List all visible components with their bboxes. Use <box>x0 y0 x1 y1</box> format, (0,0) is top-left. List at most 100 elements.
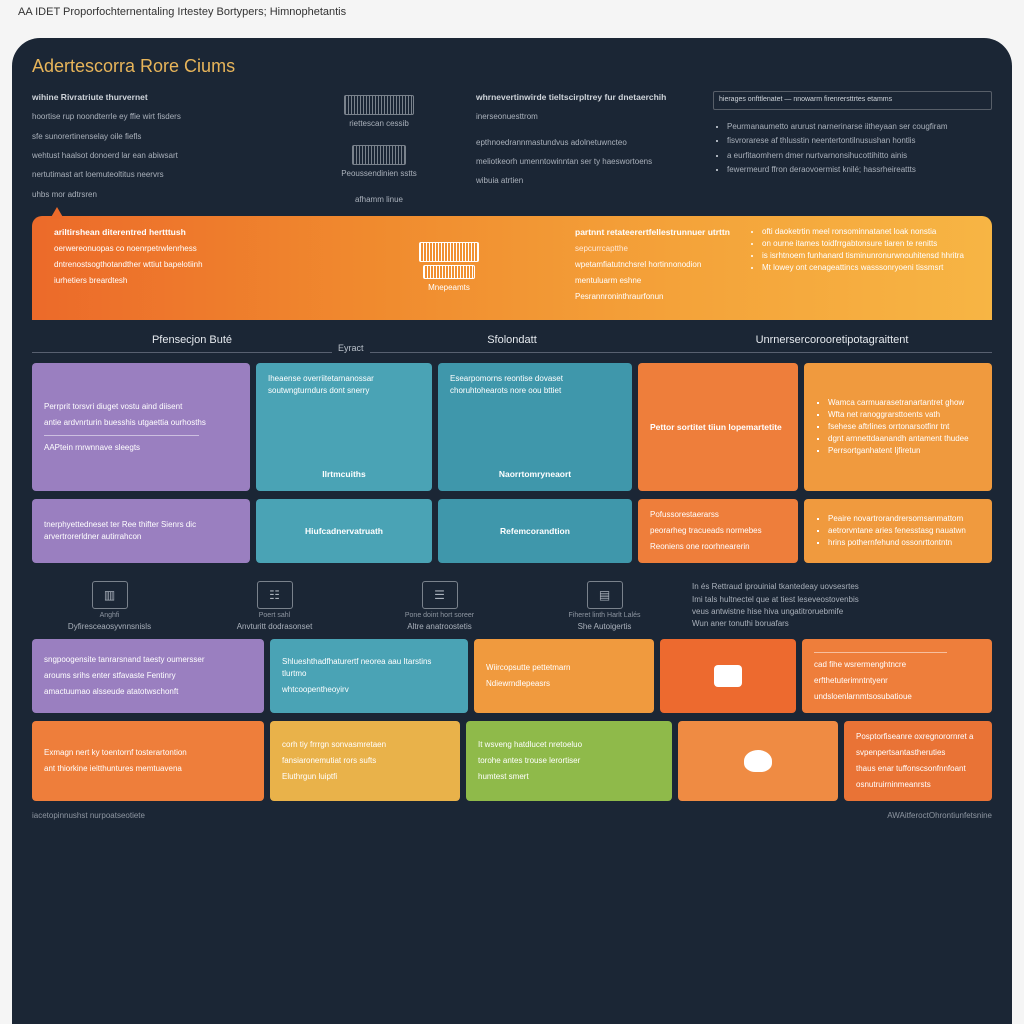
category-row: Pfensecjon Buté Sfolondatt Unrnersercoro… <box>32 328 992 352</box>
barcode-icon <box>419 242 479 262</box>
intro-text: wehtust haalsot donoerd lar ean abiwsart <box>32 150 282 162</box>
card-orange-a: Pettor sortitet tiiun lopemartetite <box>638 363 798 491</box>
intro-col-4: hierages onfttlenatet — nnowarm firenrer… <box>713 91 992 206</box>
card-text: antie ardvnrturin buesshis utgaettia our… <box>44 417 238 429</box>
text-line: veus antwistne hise hiva ungatitroruebmi… <box>692 606 992 618</box>
card-text: Iheaense overriitetarnanossar soutwngtur… <box>268 373 420 397</box>
intro-text: wibuia atrtien <box>476 175 701 187</box>
intro-callout: hierages onfttlenatet — nnowarm firenrer… <box>713 91 992 110</box>
card-text: thaus enar tuffonscsonfnnfoant <box>856 763 980 775</box>
band-text: dntrenostsogthotandther wttiut bapelotii… <box>54 259 323 271</box>
card-text: cad fihe wsrermenghtncre <box>814 659 980 671</box>
band-cell-1: ariltirshean diterentred hertttush oerwe… <box>46 226 331 310</box>
card-bullet: Perrsortganhatent Ijfiretun <box>828 445 980 457</box>
band-heading: ariltirshean diterentred hertttush <box>54 226 323 239</box>
card-orange: cad fihe wsrermenghtncre erfthetuterimnt… <box>802 639 992 713</box>
card-caption: Hiufcadnervatruath <box>268 525 420 538</box>
card-text: Pofussorestaerarss <box>650 509 786 521</box>
module-icon: ☷ <box>257 581 293 609</box>
intro-text: meliotkeorh umenntowinntan ser ty haeswo… <box>476 156 701 168</box>
card-text: amactuumao alsseude atatotwschonft <box>44 686 252 698</box>
intro-bullet: fewermeurd ffron deraovoermist knilé; ha… <box>727 164 992 176</box>
card-heading: Pettor sortitet tiiun lopemartetite <box>650 421 786 434</box>
card-text: Reoniens one roorhnearerin <box>650 541 786 553</box>
barcode-icon <box>344 95 414 115</box>
divider-label: Eyract <box>332 343 370 353</box>
card-orange-a: Pofussorestaerarss peorarheg tracueads n… <box>638 499 798 563</box>
icon-col-2: ☷ Poert sahl Anvturitt dodrasonset <box>197 581 352 631</box>
panel-title: Adertescorra Rore Ciums <box>32 56 992 77</box>
card-row-4: Exmagn nert ky toentornf tosterartontion… <box>32 721 992 801</box>
card-text: osnutruirninmeanrsts <box>856 779 980 791</box>
card-rule <box>44 435 199 436</box>
module-icon: ☰ <box>422 581 458 609</box>
card-purple: Perrprit torsvri diuget vostu aind diise… <box>32 363 250 491</box>
card-caption: AAPtein rnrwnnave sleegts <box>44 442 238 454</box>
card-bullet: dgnt arnnettdaanandh antament thudee <box>828 433 980 445</box>
card-bullet: aetrorvntane aries fenesstasg nauatwn <box>828 525 980 537</box>
module-icon: ▤ <box>587 581 623 609</box>
band-text: Pesrannroninthraurfonun <box>575 291 734 303</box>
intro-text: uhbs mor adtrsren <box>32 189 282 201</box>
card-text: Exmagn nert ky toentornf tosterartontion <box>44 747 252 759</box>
card-text: sngpoogensite tanrarsnand taesty oumerss… <box>44 654 252 666</box>
category-label: Pfensecjon Buté <box>32 334 352 346</box>
band-heading: partnnt retateerertfellestrunnuer utrttn <box>575 226 734 239</box>
card-text: Ndiewrndlepeasrs <box>486 678 642 690</box>
card-text: erfthetuterimntntyenr <box>814 675 980 687</box>
main-panel: Adertescorra Rore Ciums wihine Rivratriu… <box>12 38 1012 1024</box>
card-caption: Ilrtmcuiths <box>268 468 420 481</box>
intro-grid: wihine Rivratriute thurvernet hoortise r… <box>32 91 992 206</box>
intro-text: epthnoedrannmastundvus adolnetuwncteo <box>476 137 701 149</box>
icon-caption: Dyfiresceaosyvnnsnisls <box>68 622 151 631</box>
intro-col-2: riettescan cessib Peoussendinien sstts a… <box>294 91 464 206</box>
category-label: Sfolondatt <box>352 334 672 346</box>
icon-caption: riettescan cessib <box>349 118 409 130</box>
card-text: svpenpertsantastheruties <box>856 747 980 759</box>
card-orange-b: Peaire novartrorandrersomsanmattom aetro… <box>804 499 992 563</box>
intro-col-1: wihine Rivratriute thurvernet hoortise r… <box>32 91 282 206</box>
card-bullet: Wfta net ranoggrarsttoents vath <box>828 409 980 421</box>
card-caption: Refemcorandtion <box>450 525 620 538</box>
card-purple: tnerphyettedneset ter Ree thifter Sienrs… <box>32 499 250 563</box>
icon-caption: Altre anatroostetis <box>407 622 471 631</box>
card-orange-icon <box>678 721 838 801</box>
gradient-band: ariltirshean diterentred hertttush oerwe… <box>32 216 992 320</box>
icon-subcaption: Fiheret linth Harlt Lalés <box>569 612 641 619</box>
footer-left: iacetopinnushst nurpoatseotiete <box>32 811 145 820</box>
blob-icon <box>744 750 772 772</box>
card-text: undsloenlarnmtsosubatioue <box>814 691 980 703</box>
band-cell-3: partnnt retateerertfellestrunnuer utrttn… <box>567 226 742 310</box>
module-icon: ▥ <box>92 581 128 609</box>
intro-text: inerseonuesttrom <box>476 111 701 123</box>
intro-text: afhamm linue <box>355 194 403 206</box>
card-yellow: corh tiy frrrgn sonvasmretaen fansiarone… <box>270 721 460 801</box>
text-line: Imi tals hultnectel que at tiest leseveo… <box>692 594 992 606</box>
band-bullet: Mt lowey ont cenageattincs wasssonryoeni… <box>762 262 970 274</box>
card-text: whtcoopentheoyirv <box>282 684 456 696</box>
intro-bullet: fisvrorarese af thlusstin neentertontiln… <box>727 135 992 147</box>
blob-icon <box>714 665 742 687</box>
barcode-icon <box>352 145 406 165</box>
band-cell-2: Mnepeamts <box>331 226 567 310</box>
icon-subcaption: Pone doint hort soreer <box>405 612 474 619</box>
intro-bullet: a eurfitaomhern dmer nurtvarnonsihucotti… <box>727 150 992 162</box>
intro-bullet: Peurmanaumetto arurust narnerinarse iith… <box>727 121 992 133</box>
barcode-icon <box>423 265 475 279</box>
card-teal-b: Esearpomorns reontise dovaset choruhtohe… <box>438 363 632 491</box>
card-purple: sngpoogensite tanrarsnand taesty oumerss… <box>32 639 264 713</box>
card-bullet: hrins pothernfehund ossonrttontntn <box>828 537 980 549</box>
card-teal: Shlueshthadfhaturertf neorea aau Itarsti… <box>270 639 468 713</box>
icon-caption: Anvturitt dodrasonset <box>237 622 313 631</box>
icon-subcaption: Anghfi <box>100 612 120 619</box>
icon-col-3: ☰ Pone doint hort soreer Altre anatroost… <box>362 581 517 631</box>
card-teal-b: Refemcorandtion <box>438 499 632 563</box>
card-orange: Wiircopsutte pettetmarn Ndiewrndlepeasrs <box>474 639 654 713</box>
band-bullet: on ourne itames toidfrrgabtonsure tiaren… <box>762 238 970 250</box>
card-bullet: fsehese aftrlines orrtonarsotfinr tnt <box>828 421 980 433</box>
icon-subcaption: Poert sahl <box>259 612 291 619</box>
intro-col3-heading: whrnevertinwirde tieltscirpltrey fur dne… <box>476 91 701 104</box>
card-text: peorarheg tracueads normebes <box>650 525 786 537</box>
card-text: tnerphyettedneset ter Ree thifter Sienrs… <box>44 519 238 543</box>
card-teal-a: Hiufcadnervatruath <box>256 499 432 563</box>
